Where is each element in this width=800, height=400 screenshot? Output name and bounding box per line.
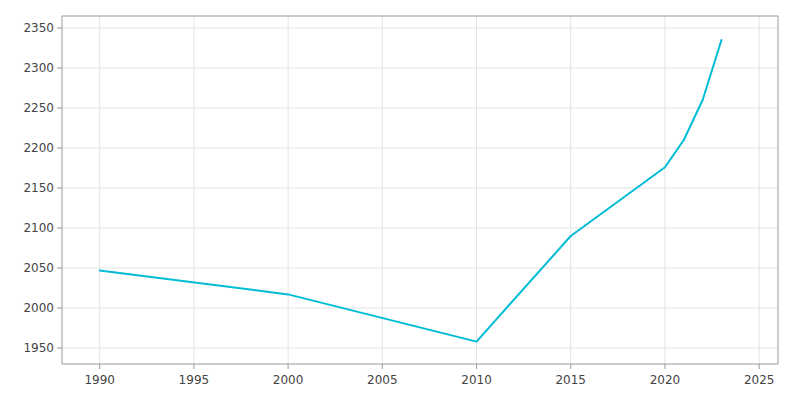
x-grid-line [288,16,289,364]
data-layer [100,40,722,342]
y-tick-label: 2100 [23,221,54,235]
y-tick [57,108,62,109]
y-tick-label: 2000 [23,301,54,315]
y-grid-line [62,68,778,69]
y-grid-line [62,148,778,149]
x-tick [476,364,477,369]
x-grid-line [759,16,760,364]
x-tick [570,364,571,369]
y-tick-label: 2150 [23,181,54,195]
y-tick [57,308,62,309]
x-tick [193,364,194,369]
axes: 1950 2000 2050 2100 2150 2200 2250 2300 2350 1990… [23,21,774,388]
plot-frame [62,16,778,364]
y-grid-line [62,268,778,269]
x-tick [382,364,383,369]
y-tick [57,188,62,189]
line [100,40,722,342]
grid [62,16,778,364]
y-tick-label: 2200 [23,141,54,155]
chart-container: 1950 2000 2050 2100 2150 2200 2250 2300 2350 1990… [0,0,800,400]
x-tick-label: 2020 [650,373,681,387]
y-tick-label: 1950 [23,341,54,355]
x-grid-line [664,16,665,364]
y-tick-label: 2300 [23,61,54,75]
y-grid-line [62,308,778,309]
x-tick [759,364,760,369]
y-tick [57,28,62,29]
y-grid-line [62,28,778,29]
y-tick [57,68,62,69]
y-tick-label: 2350 [23,21,54,35]
y-grid-line [62,188,778,189]
x-tick-label: 2015 [555,373,586,387]
x-tick [99,364,100,369]
x-grid-line [382,16,383,364]
x-tick-label: 1990 [84,373,115,387]
y-grid-line [62,348,778,349]
x-grid-line [476,16,477,364]
x-tick-label: 2010 [461,373,492,387]
y-tick [57,148,62,149]
y-tick-label: 2050 [23,261,54,275]
x-tick [664,364,665,369]
x-grid-line [193,16,194,364]
y-tick-label: 2250 [23,101,54,115]
y-tick [57,348,62,349]
chart-svg: 1950 2000 2050 2100 2150 2200 2250 2300 2350 1990… [0,0,800,400]
x-tick-label: 2025 [744,373,775,387]
x-tick-label: 2000 [273,373,304,387]
x-grid-line [99,16,100,364]
x-tick-label: 1995 [179,373,210,387]
y-grid-line [62,108,778,109]
y-tick [57,228,62,229]
y-grid-line [62,228,778,229]
y-tick [57,268,62,269]
x-grid-line [570,16,571,364]
x-tick [288,364,289,369]
x-tick-label: 2005 [367,373,398,387]
